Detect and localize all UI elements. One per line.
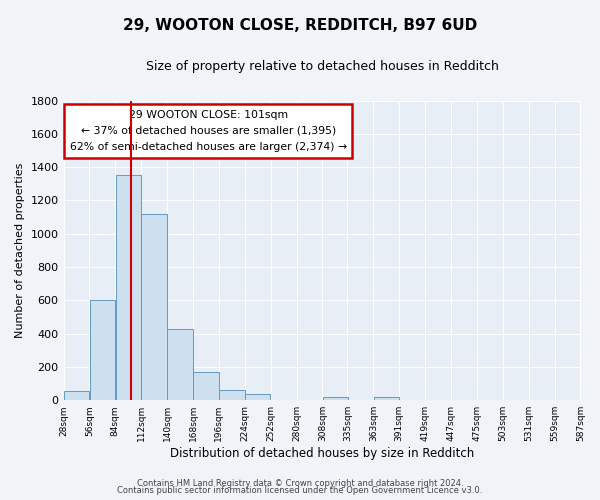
Bar — [219, 390, 245, 400]
Bar — [245, 394, 271, 400]
X-axis label: Distribution of detached houses by size in Redditch: Distribution of detached houses by size … — [170, 447, 474, 460]
Bar — [193, 372, 218, 400]
Text: Contains HM Land Registry data © Crown copyright and database right 2024.: Contains HM Land Registry data © Crown c… — [137, 478, 463, 488]
Bar — [374, 397, 399, 400]
Bar — [142, 214, 167, 400]
Bar — [89, 300, 115, 400]
Bar — [116, 176, 141, 400]
Text: 29 WOOTON CLOSE: 101sqm
← 37% of detached houses are smaller (1,395)
62% of semi: 29 WOOTON CLOSE: 101sqm ← 37% of detache… — [70, 110, 347, 152]
Bar — [64, 391, 89, 400]
Text: 29, WOOTON CLOSE, REDDITCH, B97 6UD: 29, WOOTON CLOSE, REDDITCH, B97 6UD — [123, 18, 477, 32]
Bar — [323, 397, 348, 400]
Text: Contains public sector information licensed under the Open Government Licence v3: Contains public sector information licen… — [118, 486, 482, 495]
Bar — [167, 328, 193, 400]
Title: Size of property relative to detached houses in Redditch: Size of property relative to detached ho… — [146, 60, 499, 73]
Y-axis label: Number of detached properties: Number of detached properties — [15, 162, 25, 338]
